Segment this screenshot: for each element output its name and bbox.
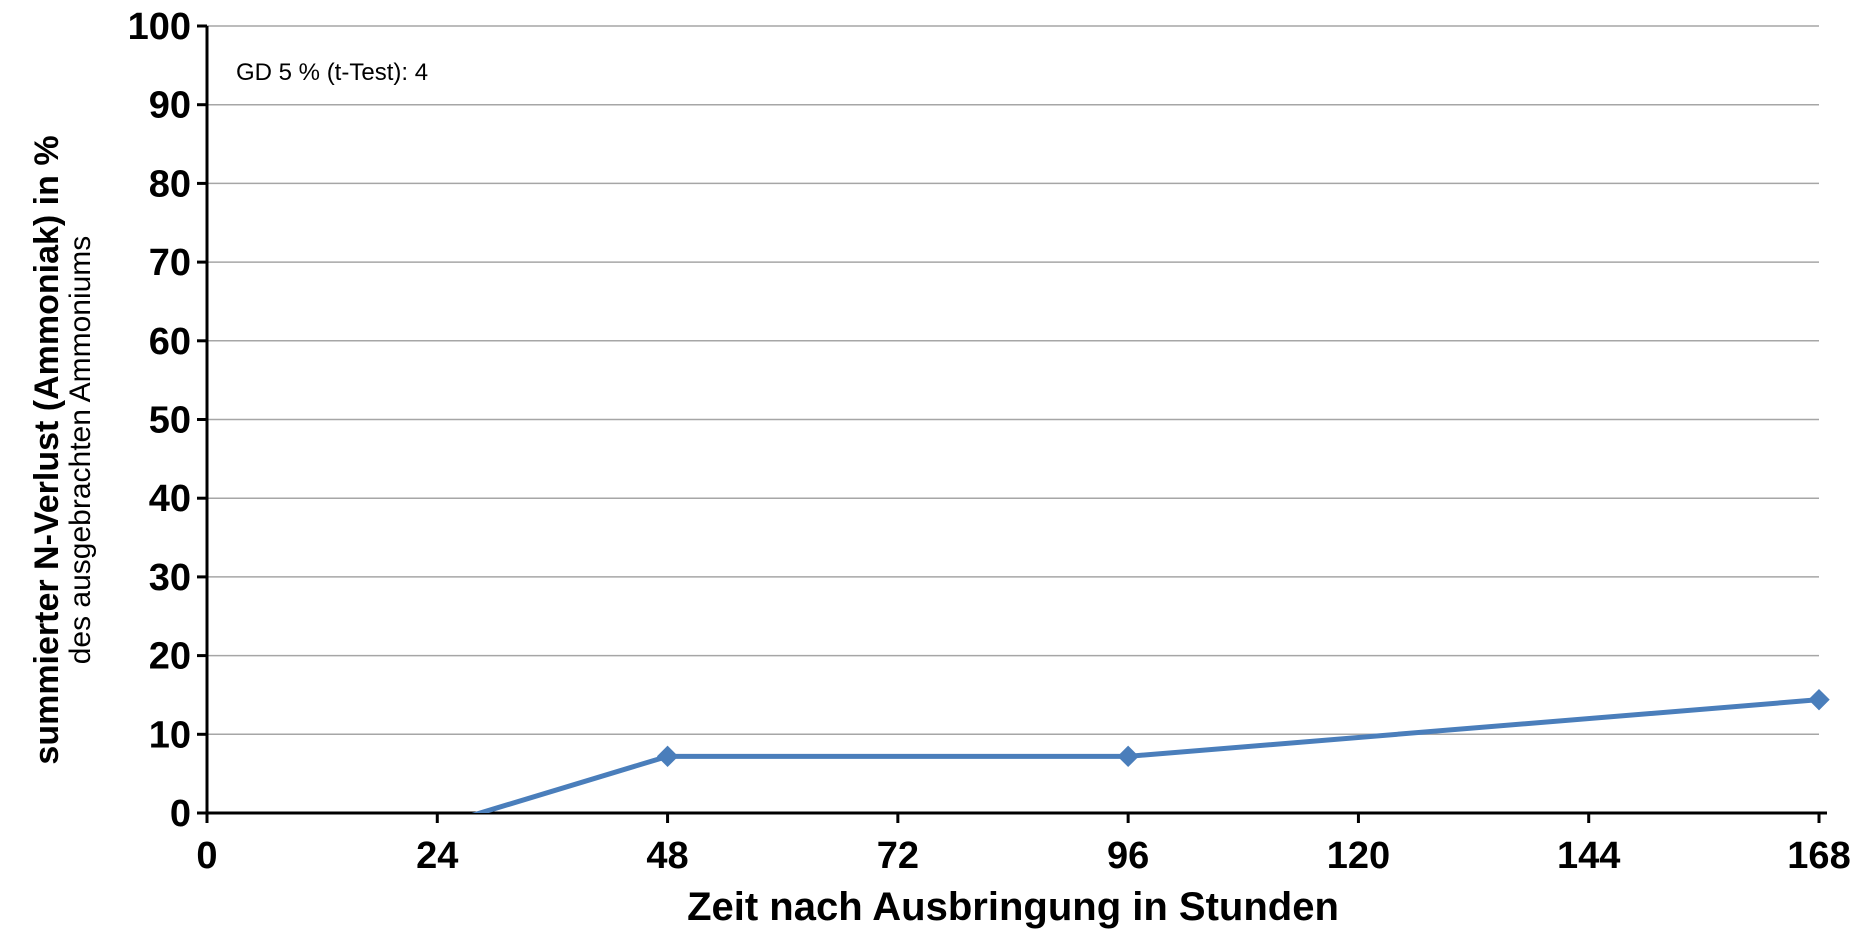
y-axis-label: summierter N-Verlust (Ammoniak) in % des… — [28, 135, 97, 764]
y-tick-label: 70 — [149, 242, 191, 284]
y-axis-label-sub: des ausgebrachten Ammoniums — [64, 236, 97, 665]
data-point-marker — [1808, 688, 1830, 711]
y-tick-label: 100 — [128, 6, 191, 48]
y-tick-label: 60 — [149, 321, 191, 363]
data-point-marker — [656, 745, 679, 768]
y-tick-label: 10 — [149, 714, 191, 756]
x-axis-label: Zeit nach Ausbringung in Stunden — [687, 885, 1339, 929]
data-point-marker — [1117, 745, 1139, 768]
x-tick-label: 96 — [1107, 835, 1149, 877]
x-axis-tick-labels: 0 24 48 72 96 120 144 168 — [196, 835, 1850, 877]
x-tick-label: 168 — [1787, 835, 1850, 877]
x-tick-label: 0 — [196, 835, 217, 877]
x-tick-label: 120 — [1327, 835, 1390, 877]
y-tick-label: 50 — [149, 400, 191, 442]
y-tick-label: 30 — [149, 557, 191, 599]
gridlines — [207, 25, 1819, 736]
y-tick-label: 0 — [170, 793, 191, 835]
x-tick-label: 72 — [877, 835, 919, 877]
y-axis-tick-labels: 0 10 20 30 40 50 60 70 80 90 100 — [128, 6, 191, 835]
series-line — [471, 697, 1819, 813]
x-tick-label: 24 — [416, 835, 458, 877]
y-tick-label: 40 — [149, 478, 191, 520]
axes — [197, 24, 1827, 823]
y-tick-label: 90 — [149, 85, 191, 127]
y-tick-label: 80 — [149, 163, 191, 205]
y-axis-label-main: summierter N-Verlust (Ammoniak) in % — [28, 135, 66, 764]
data-markers — [656, 688, 1830, 768]
x-tick-label: 144 — [1557, 835, 1620, 877]
annotation-text: GD 5 % (t-Test): 4 — [236, 59, 428, 86]
x-tick-label: 48 — [646, 835, 688, 877]
data-series — [471, 697, 1819, 813]
y-tick-label: 20 — [149, 636, 191, 678]
